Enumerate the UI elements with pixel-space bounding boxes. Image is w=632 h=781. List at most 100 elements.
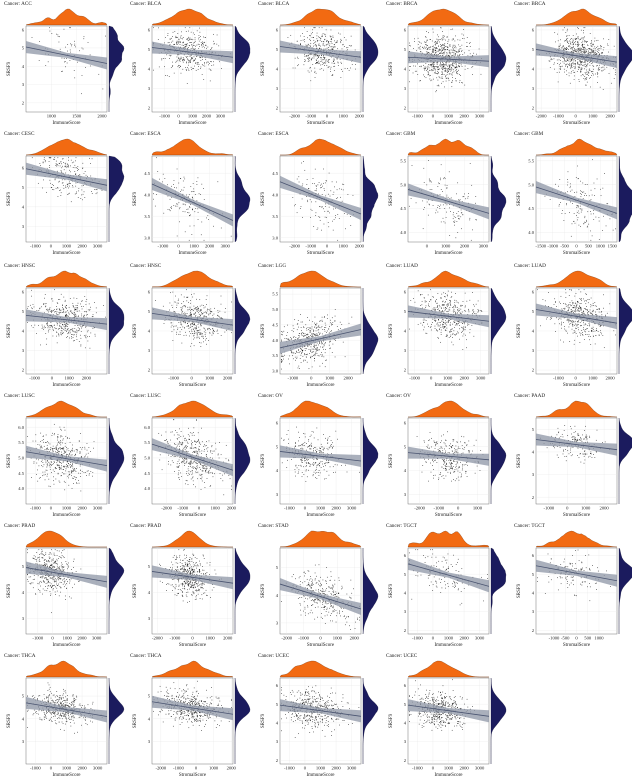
data-point	[331, 75, 333, 76]
data-point	[186, 38, 188, 40]
data-point	[317, 61, 319, 63]
data-point	[337, 329, 339, 331]
data-point	[577, 49, 579, 51]
data-point	[334, 44, 335, 46]
data-point	[58, 162, 60, 164]
data-point	[608, 73, 610, 74]
data-point	[446, 37, 448, 38]
data-point	[79, 50, 80, 52]
data-point	[51, 187, 53, 189]
data-point	[321, 333, 323, 335]
data-point	[438, 319, 440, 321]
data-point	[307, 57, 309, 59]
data-point	[85, 337, 87, 339]
data-point	[316, 38, 318, 40]
data-point	[575, 177, 577, 178]
data-point	[322, 182, 324, 184]
data-point	[595, 216, 597, 218]
data-point	[562, 199, 564, 200]
data-point	[184, 312, 186, 314]
data-point	[566, 60, 568, 61]
data-point	[83, 317, 85, 318]
data-point	[198, 313, 200, 315]
data-point	[66, 328, 68, 330]
data-point	[590, 61, 591, 63]
data-point	[74, 331, 76, 333]
data-point	[171, 322, 173, 324]
data-point	[314, 27, 316, 29]
data-point	[213, 329, 214, 331]
data-point	[182, 180, 184, 182]
data-point	[49, 179, 51, 181]
data-point	[311, 37, 313, 38]
data-point	[325, 359, 327, 361]
data-point	[596, 72, 598, 74]
data-point	[178, 57, 180, 59]
data-point	[89, 157, 90, 159]
data-point	[577, 42, 578, 44]
data-point	[429, 48, 431, 50]
panel-title: Cancer: LUAD	[386, 263, 418, 269]
data-point	[315, 350, 317, 352]
data-point	[446, 185, 448, 186]
data-point	[318, 56, 319, 58]
data-point	[189, 331, 190, 333]
data-point	[428, 32, 429, 34]
data-point	[585, 40, 586, 42]
data-point	[65, 325, 67, 327]
data-point	[469, 46, 471, 47]
data-point	[568, 43, 569, 44]
data-point	[440, 179, 441, 181]
data-point	[167, 184, 168, 186]
data-point	[564, 40, 565, 42]
data-point	[425, 36, 427, 38]
data-point	[426, 184, 428, 186]
data-point	[75, 309, 76, 310]
data-point	[61, 334, 63, 336]
data-point	[154, 205, 156, 207]
data-point	[62, 307, 63, 308]
data-point	[425, 36, 426, 37]
data-point	[447, 55, 449, 57]
data-point	[194, 332, 196, 334]
data-point	[105, 316, 106, 318]
data-point	[65, 326, 66, 327]
data-point	[452, 65, 454, 66]
data-point	[52, 327, 53, 329]
data-point	[83, 325, 84, 327]
data-point	[563, 48, 564, 50]
data-point	[306, 334, 308, 336]
data-point	[576, 51, 578, 52]
data-point	[434, 54, 436, 55]
data-point	[174, 311, 176, 313]
data-point	[457, 323, 459, 325]
data-point	[440, 327, 442, 328]
x-tick-label: 1000	[588, 114, 598, 119]
data-point	[96, 192, 98, 194]
data-point	[203, 79, 205, 80]
data-point	[457, 55, 459, 57]
data-point	[73, 314, 75, 315]
x-density-curve	[407, 8, 490, 26]
data-point	[56, 335, 57, 337]
data-point	[591, 45, 592, 47]
data-point	[414, 41, 415, 42]
data-point	[282, 331, 284, 333]
data-point	[201, 325, 202, 327]
data-point	[66, 337, 67, 338]
data-point	[305, 354, 307, 355]
data-point	[74, 309, 75, 311]
data-point	[65, 163, 67, 165]
data-point	[329, 348, 331, 349]
data-point	[61, 179, 63, 181]
x-tick-label: 1000	[339, 244, 349, 249]
data-point	[49, 166, 50, 168]
data-point	[213, 330, 214, 331]
data-point	[598, 54, 600, 56]
data-point	[571, 60, 573, 62]
data-point	[164, 58, 166, 59]
data-point	[320, 57, 321, 58]
data-point	[65, 165, 67, 167]
data-point	[303, 360, 304, 362]
data-point	[203, 188, 204, 189]
